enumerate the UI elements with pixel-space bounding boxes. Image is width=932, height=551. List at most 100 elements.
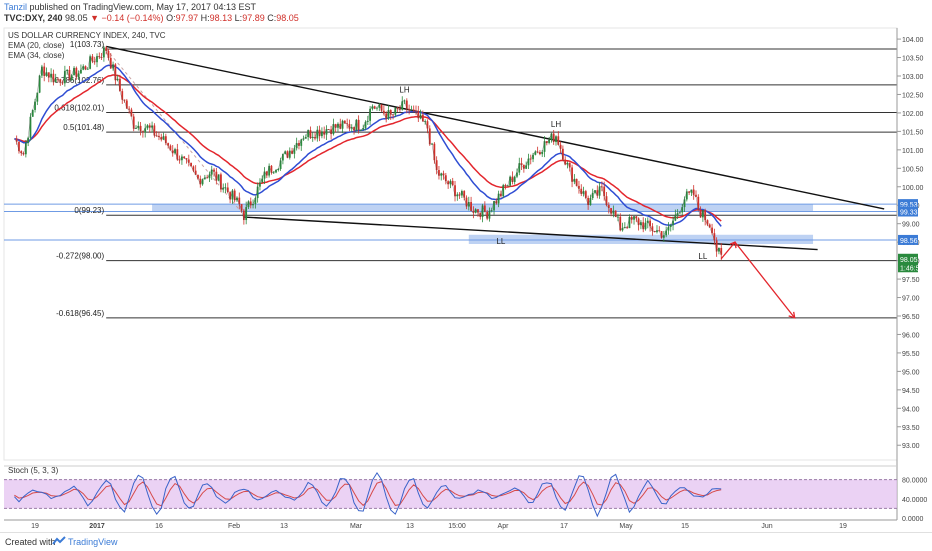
ohlc-low-value: 97.89 [242,13,265,23]
author-link[interactable]: Tanzil [4,2,28,12]
candle-body [247,201,250,208]
candle-body [461,191,463,196]
candle-body [676,213,679,215]
candle-body [194,170,197,175]
candle-body [240,204,243,211]
candle-body [254,198,257,205]
ema20-series [14,64,722,227]
candle-body [470,202,472,211]
candle-body [171,150,174,154]
candle-body [704,210,707,221]
candle-body [309,130,312,138]
fib-level-label: 0.618(102.01) [54,104,104,113]
candle-body [304,137,307,139]
published-text: published on TradingView.com, May 17, 20… [29,2,257,12]
candle-body [24,142,27,155]
x-tick-label: May [619,523,633,530]
price-axis[interactable]: 104.00 103.50 103.00 102.50 102.00 101.50 101.… [896,28,924,520]
candle-body [559,144,562,149]
candle-body [412,109,415,111]
legend-ema34[interactable]: EMA (34, close) [8,51,65,60]
ema34-series [14,74,722,222]
candle-body [281,154,284,161]
candle-body [98,56,101,58]
y-tick-label: 103.00 [902,74,924,81]
legend-ema20[interactable]: EMA (20, close) [8,41,65,50]
candle-body [139,125,142,132]
candle-body [552,133,555,143]
candle-body [708,224,711,228]
candle-body [419,114,422,119]
candle-body [669,225,672,228]
candle-body [208,174,211,179]
candle-body [612,210,615,214]
x-tick-label: 13 [280,523,288,530]
time-axis[interactable]: 19 2017 16 Feb 13 Mar 13 15:00 Apr 17 May 15 Jun 19 [4,519,897,530]
candle-body [516,172,518,177]
chart-canvas[interactable]: 1(103.73) 0.786(102.76) 0.618(102.01) 0.5(1… [0,0,932,532]
candle-body [656,230,658,233]
y-tick-label: 99.00 [902,222,920,229]
candle-body [236,197,238,201]
candle-body [293,148,296,154]
candle-body [532,154,534,160]
candle-body [91,56,94,62]
candle-body [614,210,617,218]
candle-body [582,191,585,194]
candle-body [483,205,486,212]
candle-body [302,138,305,140]
symbol-label: TVC:DXY, 240 [4,13,63,23]
candle-body [642,222,645,230]
fib-level-label: 0.5(101.48) [63,123,104,132]
y-tick-label: 102.50 [902,92,924,99]
y-tick-label: 93.00 [902,443,920,450]
candle-body [63,71,66,84]
candle-body [688,191,691,193]
candle-body [242,210,245,221]
stoch-legend[interactable]: Stoch (5, 3, 3) [8,466,59,475]
tradingview-link[interactable]: TradingView [68,537,118,547]
candle-body [539,152,541,155]
stoch-band [4,479,897,509]
candle-body [594,190,596,193]
y-tick-label: 103.50 [902,56,924,63]
candle-body [277,168,280,171]
candle-body [34,101,36,110]
candle-body [428,128,431,145]
candle-body [125,100,128,109]
stoch-k-line [14,471,722,518]
candle-body [633,216,635,220]
candle-body [373,106,376,109]
candle-body [31,109,34,117]
candle-body [38,75,41,93]
arrowhead-up [729,241,737,249]
candle-body [259,182,261,187]
candle-body [715,240,718,252]
candle-body [520,163,523,165]
projection-arrow [720,241,796,319]
candle-body [187,159,190,163]
candle-body [481,205,484,217]
candle-body [649,220,651,227]
y-tick-label: 95.50 [902,351,920,358]
candle-body [408,108,411,110]
candle-body [610,208,612,214]
candle-body [307,130,310,138]
candle-body [210,169,213,175]
candle-body [128,108,131,110]
candle-body [394,107,397,115]
y-tick-label: 94.00 [902,406,920,413]
candle-body [332,124,335,135]
candle-body [561,148,564,160]
candle-body [493,201,495,211]
candle-body [263,171,266,179]
candle-body [364,121,367,129]
candle-body [123,99,126,101]
candle-body [690,189,693,193]
candle-body [587,197,590,206]
ohlc-low-label: L: [234,13,243,23]
x-tick-label: Apr [498,523,510,530]
candle-body [323,131,326,135]
candle-body [197,174,199,179]
candle-body [454,185,456,197]
